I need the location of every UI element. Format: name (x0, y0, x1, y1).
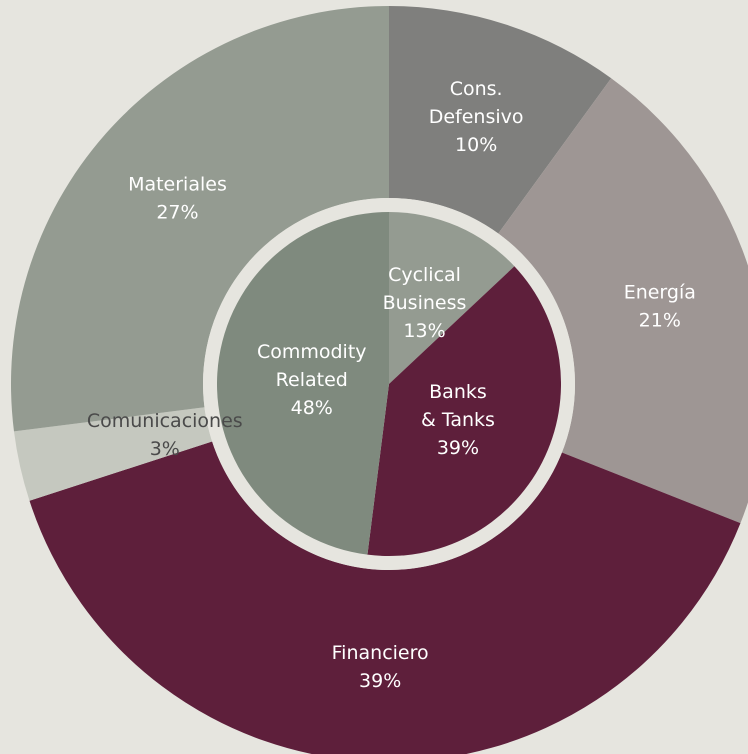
outer-label-cons-defensivo: Cons. Defensivo 10% (429, 78, 524, 156)
outer-label-energia: Energía 21% (624, 281, 696, 331)
slice-value: 10% (455, 134, 497, 156)
slice-value: 3% (150, 438, 180, 460)
outer-label-materiales: Materiales 27% (128, 174, 227, 224)
outer-label-financiero: Financiero 39% (332, 642, 429, 692)
outer-slice-energia (498, 78, 748, 524)
slice-name: Defensivo (429, 106, 524, 128)
outer-label-comunicaciones: Comunicaciones 3% (87, 410, 243, 460)
slice-name: Related (276, 369, 348, 391)
slice-value: 48% (291, 397, 333, 419)
inner-label-commodity-related: Commodity Related 48% (257, 341, 367, 419)
slice-name: Banks (429, 381, 487, 403)
slice-value: 21% (639, 309, 681, 331)
slice-name: Materiales (128, 174, 227, 196)
slice-name: Business (383, 292, 467, 314)
slice-value: 39% (359, 670, 401, 692)
slice-value: 27% (156, 202, 198, 224)
slice-name: Financiero (332, 642, 429, 664)
outer-slice-cons-defensivo (389, 6, 612, 234)
slice-name: Comunicaciones (87, 410, 243, 432)
inner-ring (216, 212, 562, 557)
outer-slice-comunicaciones (13, 407, 213, 501)
slice-name: Cons. (450, 78, 503, 100)
outer-slice-financiero (29, 441, 741, 754)
slice-name: & Tanks (421, 409, 495, 431)
chart-labels: Cons. Defensivo 10% Energía 21% Financiero 39%… (87, 78, 696, 692)
slice-value: 39% (437, 437, 479, 459)
slice-name: Commodity (257, 341, 367, 363)
slice-name: Energía (624, 281, 696, 303)
inner-slice-cyclical-business (389, 212, 515, 384)
inner-slice-banks-tanks (367, 266, 562, 557)
slice-value: 13% (403, 320, 445, 342)
outer-slice-materiales (10, 6, 389, 432)
outer-ring (10, 6, 748, 754)
slice-name: Cyclical (388, 264, 461, 286)
inner-slice-commodity-related (216, 212, 389, 555)
inner-label-banks-tanks: Banks & Tanks 39% (421, 381, 495, 459)
inner-label-cyclical-business: Cyclical Business 13% (383, 264, 467, 342)
